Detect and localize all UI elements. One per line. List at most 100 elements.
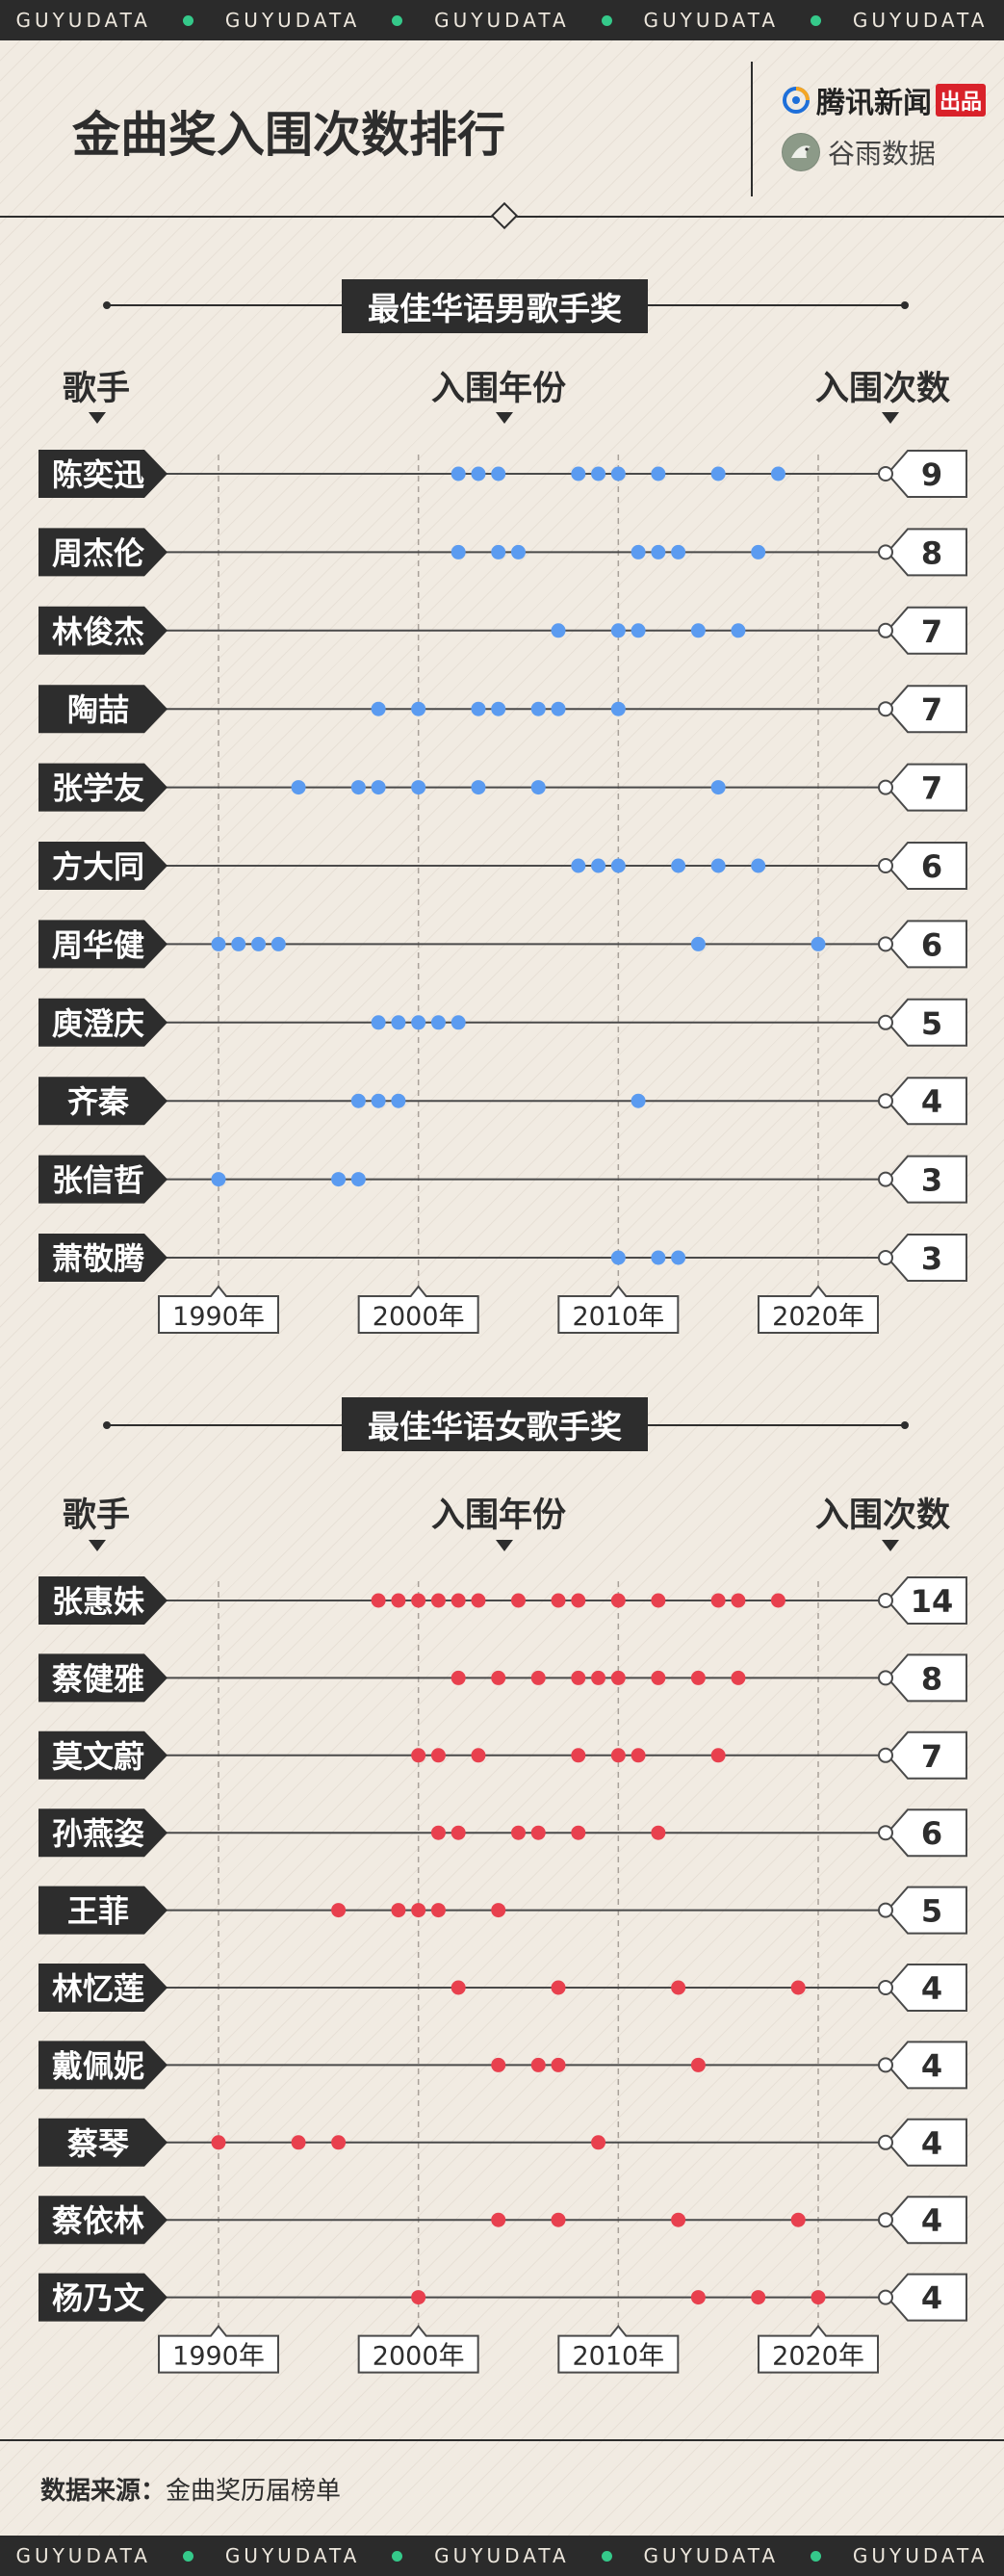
female-year-dot: [430, 1593, 446, 1608]
male-count-tag: [886, 1234, 967, 1282]
female-year-dot: [811, 2290, 826, 2305]
tencent-news-icon: [782, 86, 811, 115]
female-year-dot: [591, 1670, 606, 1685]
female-singer-name: 戴佩妮: [52, 2047, 144, 2084]
male-count-tag-hole: [878, 779, 893, 795]
female-year-dot: [731, 1593, 746, 1608]
female-count-tag: [886, 1730, 967, 1780]
female-year-dot: [690, 2290, 706, 2305]
male-count-tag: [886, 1077, 967, 1126]
male-year-dot: [231, 936, 246, 951]
male-year-dot: [610, 701, 626, 716]
female-singer-name: 蔡琴: [67, 2125, 129, 2162]
male-col-singer: 歌手: [63, 370, 131, 408]
female-year-dot: [331, 2135, 347, 2150]
male-year-dot: [530, 701, 546, 716]
male-year-dot: [451, 1015, 466, 1030]
data-source: 数据来源：金曲奖历届榜单: [40, 2471, 341, 2507]
male-col-years: 入围年份: [431, 370, 567, 408]
female-year-dot: [790, 1980, 806, 1995]
male-year-dot: [671, 544, 686, 559]
male-singer-name: 萧敬腾: [52, 1240, 145, 1277]
guyu-bird-icon: [782, 133, 820, 171]
female-year-dot: [690, 2057, 706, 2072]
male-count-tag: [886, 606, 967, 655]
female-year-dot: [491, 1903, 506, 1918]
male-col-count-arrow: [882, 412, 899, 424]
section-male-rule-dot-left: [103, 301, 111, 309]
female-year-dot: [511, 1825, 526, 1840]
female-year-dot: [331, 1903, 347, 1918]
brand-strip-word: GUYUDATA: [15, 2544, 151, 2567]
tencent-news-badge: 出品: [936, 84, 987, 117]
male-name-tag: [39, 606, 167, 655]
female-count-value: 4: [921, 2047, 942, 2084]
brand-strip-word: GUYUDATA: [434, 9, 570, 32]
female-singer-name: 蔡依林: [52, 2202, 144, 2239]
female-year-dot: [291, 2135, 306, 2150]
male-name-tag: [39, 528, 167, 577]
male-count-tag: [886, 842, 967, 890]
female-count-value: 4: [921, 2125, 942, 2162]
female-year-dot: [651, 1593, 666, 1608]
male-count-tag: [886, 450, 967, 498]
section-male-title: 最佳华语男歌手奖: [342, 279, 648, 333]
female-count-value: 5: [921, 1893, 942, 1930]
female-count-tag-hole: [878, 1825, 893, 1841]
male-year-dot: [251, 936, 267, 951]
female-year-dot: [610, 1593, 626, 1608]
female-count-tag-hole: [878, 2134, 893, 2150]
male-count-tag-hole: [878, 466, 893, 481]
male-year-dot: [610, 858, 626, 873]
page-title: 金曲奖入围次数排行: [72, 107, 505, 163]
male-count-tag: [886, 528, 967, 577]
male-count-value: 3: [921, 1162, 942, 1199]
male-count-tag-hole: [878, 1014, 893, 1030]
brand-strip-dot: [392, 2550, 403, 2562]
female-year-dot: [391, 1593, 406, 1608]
female-count-tag: [886, 1576, 967, 1625]
female-count-value: 14: [911, 1583, 954, 1620]
male-tick-box: [357, 1285, 479, 1334]
male-tick-box: [758, 1285, 879, 1334]
male-year-dot: [350, 780, 366, 795]
female-year-dot: [710, 1748, 726, 1763]
brand-strip-word: GUYUDATA: [852, 2544, 989, 2567]
male-col-years-arrow: [496, 412, 513, 424]
male-count-tag: [886, 763, 967, 812]
female-col-count: 入围次数: [815, 1496, 951, 1535]
female-year-dot: [551, 1980, 566, 1995]
female-year-dot: [430, 1903, 446, 1918]
header-divider: [751, 62, 753, 196]
male-year-dot: [451, 466, 466, 481]
brand-strip-dot: [601, 2550, 612, 2562]
male-singer-name: 张信哲: [52, 1162, 144, 1199]
female-tick-box: [158, 2324, 279, 2374]
brand-strip-word: GUYUDATA: [224, 2544, 361, 2567]
female-tick-label: 2000年: [373, 2342, 465, 2372]
female-year-dot: [751, 2290, 766, 2305]
section-male-rule-dot-right: [901, 301, 909, 309]
brand-strip-word: GUYUDATA: [643, 2544, 780, 2567]
brand-strip-dot: [601, 14, 612, 26]
male-count-value: 7: [921, 770, 942, 807]
section-female-title: 最佳华语女歌手奖: [342, 1397, 648, 1451]
female-name-tag: [39, 2118, 167, 2167]
female-singer-name: 莫文蔚: [52, 1738, 144, 1775]
male-year-dot: [651, 466, 666, 481]
male-year-dot: [471, 780, 486, 795]
female-name-tag: [39, 1964, 167, 2012]
female-year-dot: [471, 1748, 486, 1763]
male-count-tag-hole: [878, 858, 893, 873]
brand-strip-dot: [182, 2550, 193, 2562]
female-year-dot: [770, 1593, 785, 1608]
male-name-tag: [39, 1155, 167, 1204]
female-count-tag-hole: [878, 2057, 893, 2073]
female-tick-box: [357, 2324, 479, 2374]
brand-strip-word: GUYUDATA: [643, 9, 780, 32]
brand-strip-word: GUYUDATA: [15, 9, 151, 32]
female-singer-name: 王菲: [67, 1893, 129, 1930]
male-singer-name: 周华健: [52, 926, 144, 963]
female-count-tag: [886, 2273, 967, 2322]
